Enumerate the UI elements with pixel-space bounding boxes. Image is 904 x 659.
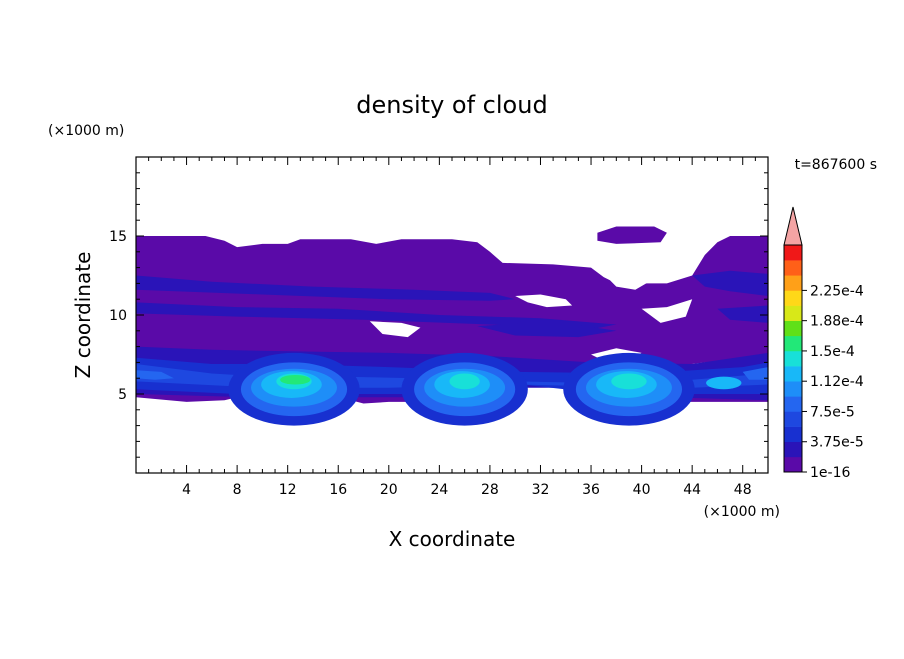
clear-air-gap (515, 294, 573, 308)
time-label: t=867600 s (795, 157, 877, 173)
cloud-contour-level (477, 321, 617, 338)
x-tick-label: 20 (380, 482, 398, 498)
cloud-core-level (280, 375, 311, 385)
colorbar-label: 1e-16 (810, 465, 850, 481)
colorbar-segment (784, 366, 802, 382)
colorbar-segment (784, 245, 802, 261)
colorbar-label: 1.88e-4 (810, 314, 864, 330)
colorbar-segment (784, 396, 802, 412)
colorbar-segment (784, 381, 802, 397)
cloud-contour-level (742, 367, 768, 380)
x-tick-label: 8 (233, 482, 242, 498)
x-tick-label: 44 (683, 482, 701, 498)
cloud-contour-level (136, 302, 617, 330)
x-tick-label: 24 (430, 482, 448, 498)
x-tick-label: 48 (734, 482, 752, 498)
x-axis-ticks: 4 8 12 16 20 24 28 32 36 40 44 48 (148, 157, 756, 498)
colorbar-segment (784, 275, 802, 291)
x-tick-label: 32 (532, 482, 550, 498)
colorbar-label: 2.25e-4 (810, 283, 864, 299)
x-tick-label: 4 (182, 482, 191, 498)
colorbar-segment (784, 335, 802, 352)
y-tick-label: 5 (118, 387, 127, 403)
x-unit-label: (×1000 m) (704, 504, 780, 520)
cloud-contour-field (136, 226, 768, 426)
clear-air-gap (369, 321, 421, 338)
y-unit-label: (×1000 m) (48, 123, 124, 139)
y-axis-ticks: 5 10 15 (109, 172, 768, 458)
cloud-contour-level (692, 270, 768, 296)
cloud-contour-level (717, 305, 768, 323)
cloud-core-level (611, 373, 647, 390)
colorbar-segment (784, 441, 802, 458)
colorbar-label: 3.75e-5 (810, 435, 864, 451)
colorbar-frame (783, 244, 803, 473)
colorbar-segment (784, 456, 802, 473)
colorbar: 1e-16 3.75e-5 7.5e-5 1.12e-4 1.5e-4 1.88e-4 2.… (783, 206, 864, 481)
colorbar-segment (784, 411, 802, 427)
colorbar-over-arrow (783, 206, 803, 246)
colorbar-segment (784, 350, 802, 367)
cloud-contour-level (597, 226, 667, 244)
colorbar-segment (784, 305, 802, 321)
clear-air-gap (610, 278, 655, 290)
colorbar-segment (784, 426, 802, 443)
y-tick-label: 10 (109, 308, 127, 324)
x-tick-label: 36 (582, 482, 600, 498)
y-axis-label: Z coordinate (71, 252, 95, 379)
x-tick-label: 40 (633, 482, 651, 498)
colorbar-segment (784, 290, 802, 306)
colorbar-segment (784, 260, 802, 276)
chart-title: density of cloud (356, 91, 547, 119)
colorbar-label: 1.12e-4 (810, 374, 864, 390)
colorbar-label: 1.5e-4 (810, 344, 855, 360)
y-tick-label: 15 (109, 229, 127, 245)
clear-air-gap (641, 299, 693, 323)
cloud-core-level (449, 373, 480, 390)
x-axis-label: X coordinate (389, 527, 516, 551)
x-tick-label: 28 (481, 482, 499, 498)
colorbar-label: 7.5e-5 (810, 404, 855, 420)
colorbar-segment (784, 320, 802, 337)
cloud-contour-level (136, 370, 174, 380)
cloud-contour-level (136, 275, 516, 301)
x-tick-label: 12 (279, 482, 297, 498)
x-tick-label: 16 (329, 482, 347, 498)
cloud-core-level (706, 376, 742, 390)
